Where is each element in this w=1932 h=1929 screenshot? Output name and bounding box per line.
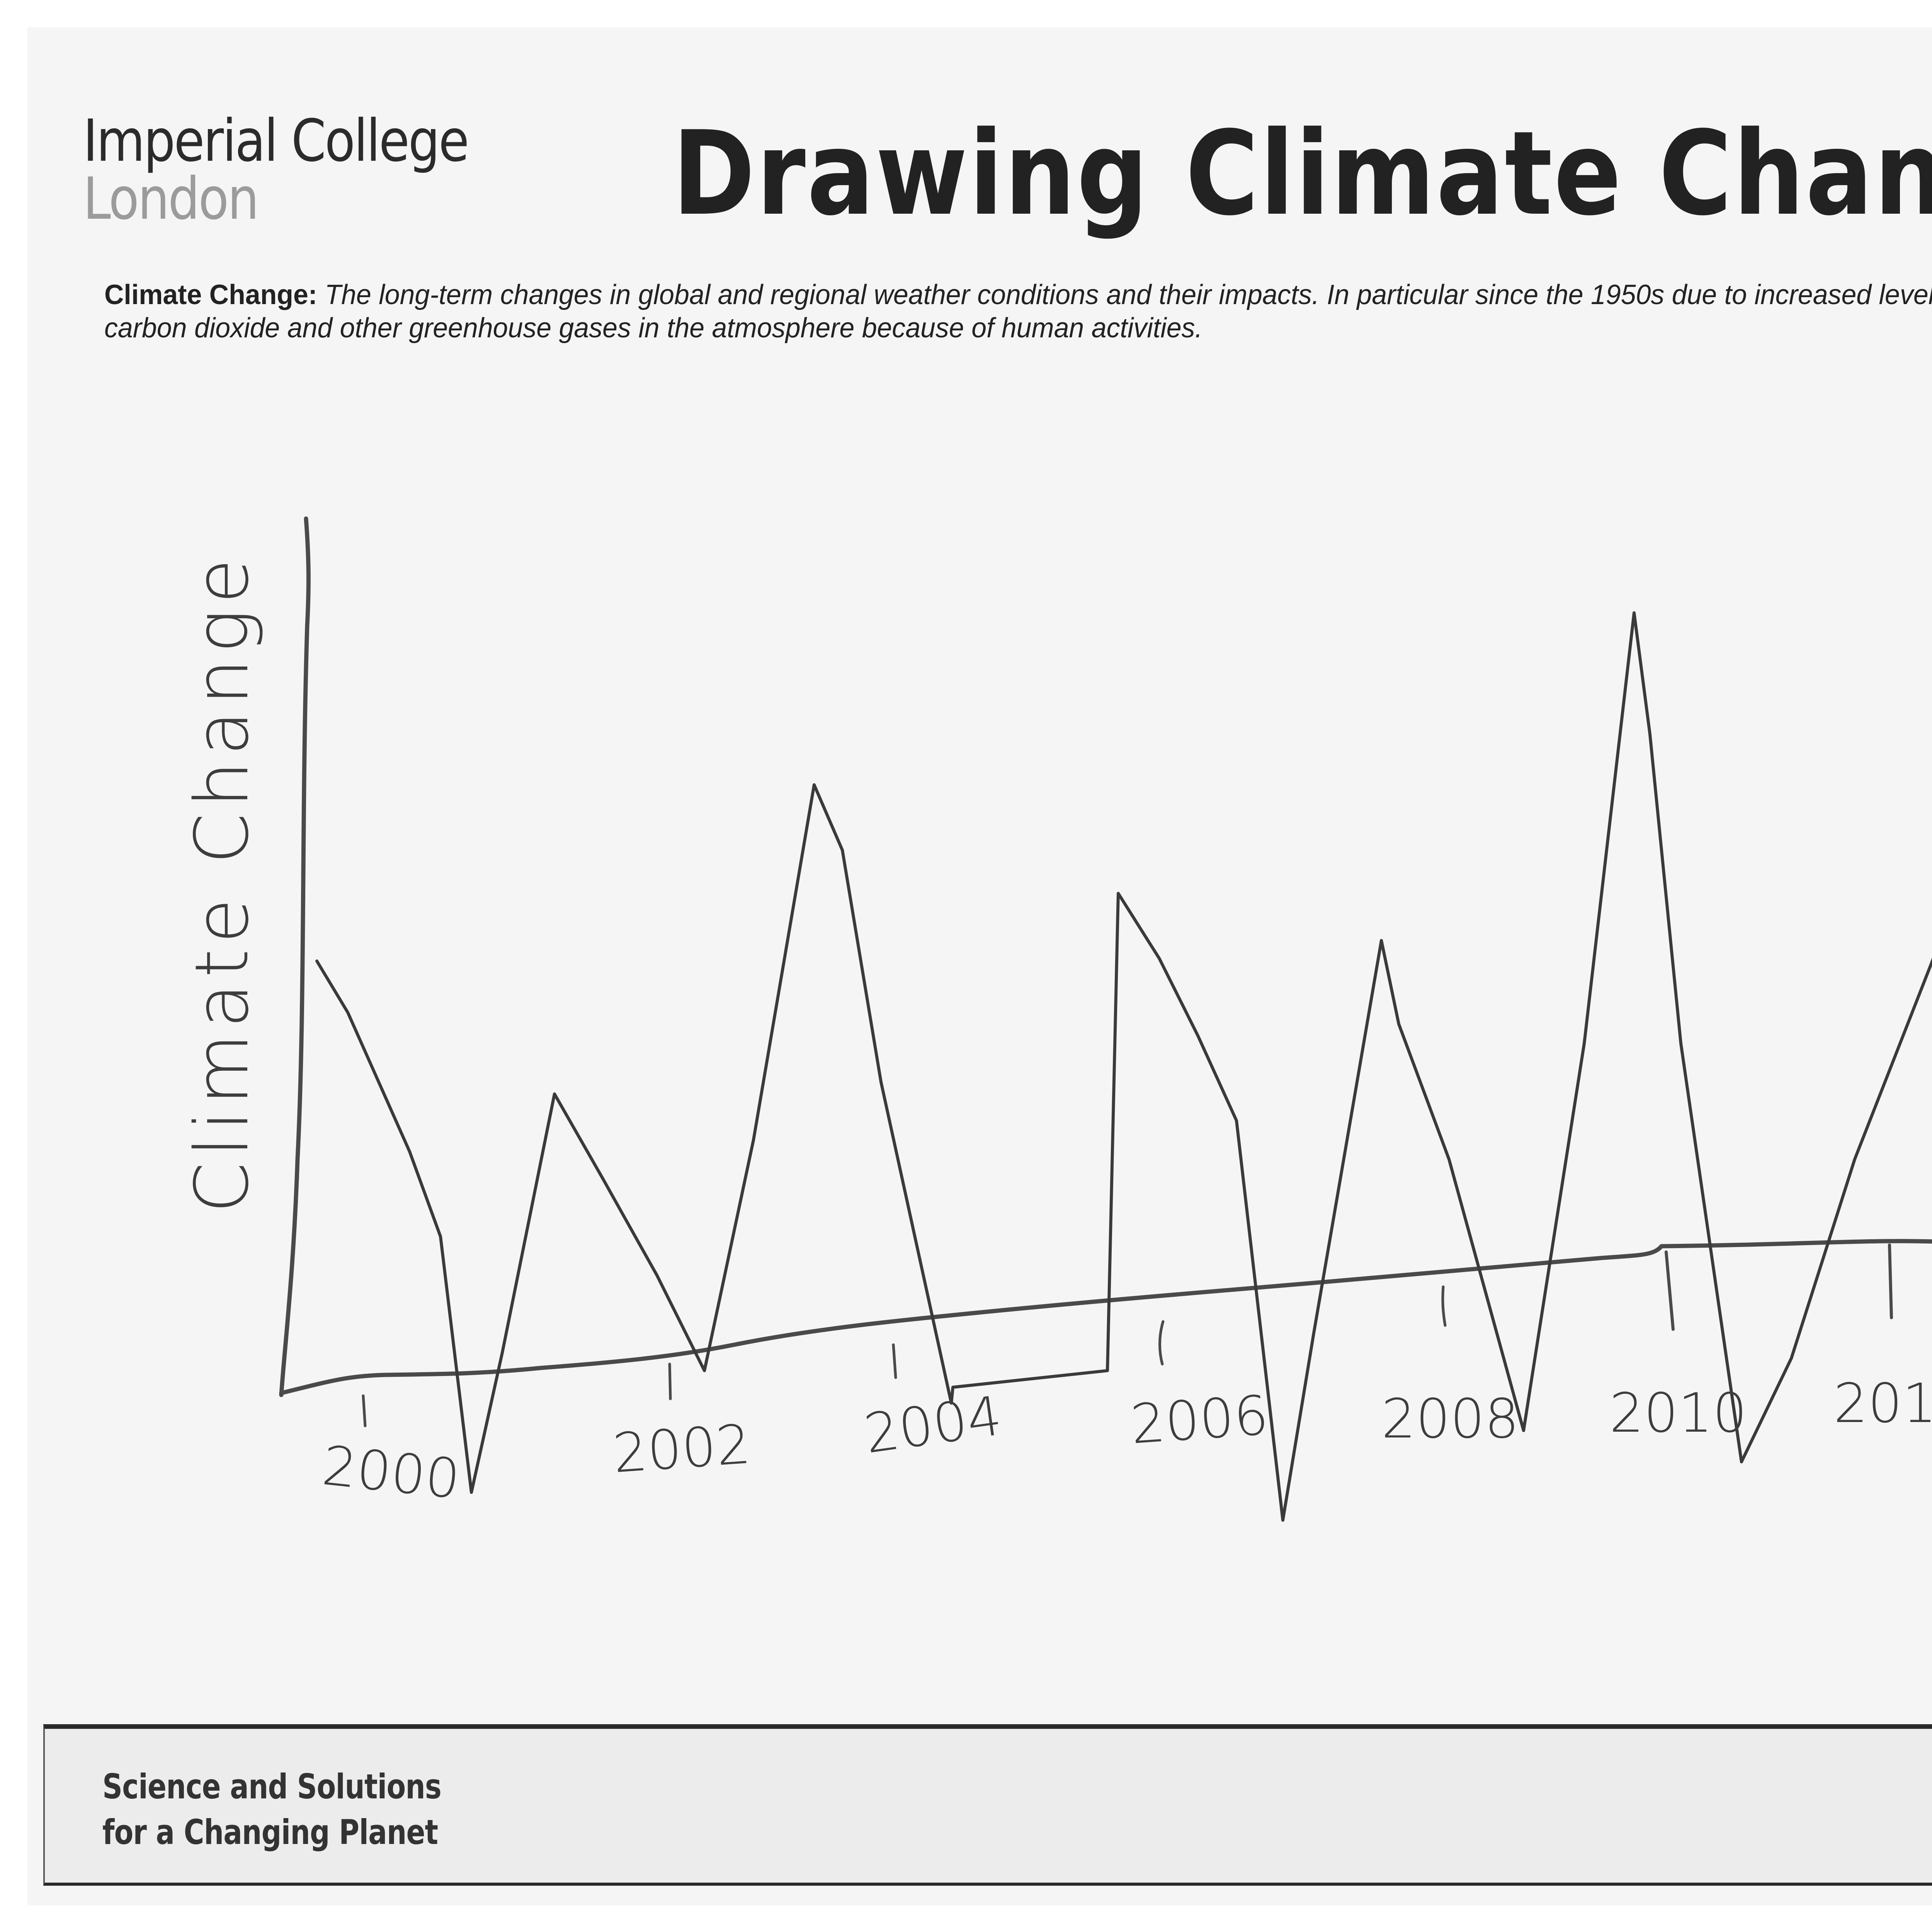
climate-change-definition: Climate Change: The long-term changes in… bbox=[104, 278, 1932, 345]
imperial-logo-line2: London bbox=[83, 165, 259, 233]
definition-text: The long-term changes in global and regi… bbox=[104, 279, 1932, 344]
x-tick-label-2004: 2004 bbox=[861, 1385, 1006, 1466]
x-tick-label-2006: 2006 bbox=[1129, 1384, 1270, 1456]
x-tick-2004 bbox=[892, 1343, 897, 1379]
x-tick-label-2012: 2012 + bbox=[1833, 1372, 1932, 1435]
climate-change-line bbox=[315, 611, 1932, 1522]
x-tick-2000 bbox=[362, 1394, 367, 1427]
x-tick-2006 bbox=[1158, 1320, 1165, 1366]
x-tick-label-2010: 2010 bbox=[1609, 1382, 1747, 1445]
x-axis-line bbox=[279, 1239, 1932, 1395]
x-tick-2010 bbox=[1665, 1250, 1675, 1331]
y-axis-label: Climate Change bbox=[179, 553, 265, 1213]
footer-tagline-line2: for a Changing Planet bbox=[102, 1812, 438, 1852]
imperial-logo-line1: Imperial College bbox=[83, 107, 469, 175]
footer-tagline: Science and Solutions for a Changing Pla… bbox=[102, 1764, 442, 1855]
definition-term: Climate Change: bbox=[104, 279, 318, 310]
y-axis-line bbox=[279, 516, 311, 1397]
x-tick-label-2002: 2002 bbox=[611, 1413, 753, 1485]
x-tick-label-2008: 2008 bbox=[1381, 1388, 1519, 1451]
x-tick-2008 bbox=[1441, 1285, 1447, 1327]
footer-tagline-line1: Science and Solutions bbox=[102, 1767, 442, 1807]
page-title: Drawing Climate Change bbox=[672, 106, 1932, 241]
x-tick-2012 bbox=[1888, 1243, 1893, 1319]
paper-sheet bbox=[27, 27, 1932, 1905]
footer-band bbox=[43, 1724, 1932, 1886]
x-tick-label-2000: 2000 bbox=[319, 1434, 463, 1511]
